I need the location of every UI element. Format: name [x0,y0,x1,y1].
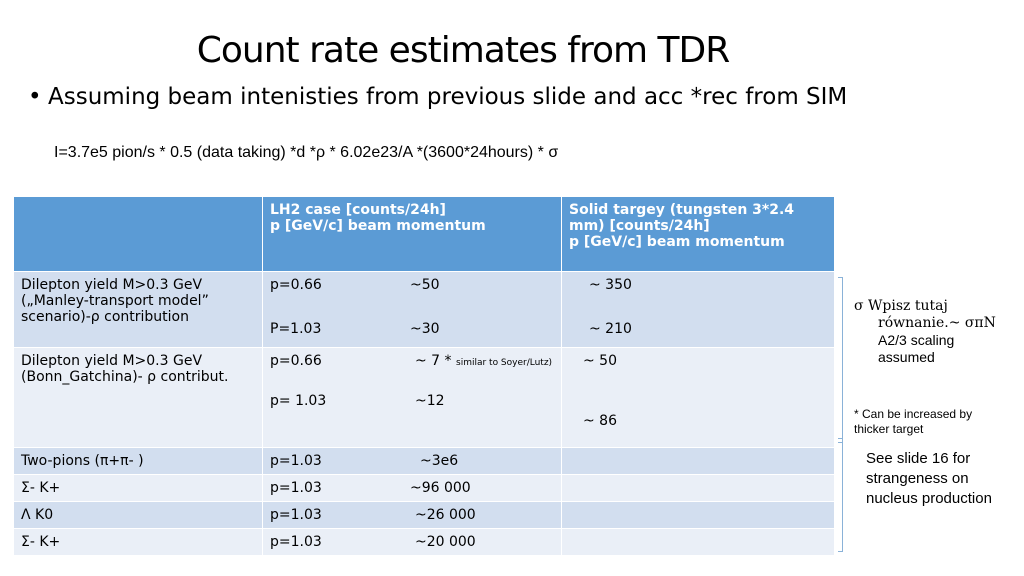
row-label: Dilepton yield M>0.3 GeV („Manley-transp… [13,271,263,348]
momentum: p=1.03 [270,453,322,469]
count: ~96 000 [410,480,471,496]
momentum: p= 1.03 [270,393,327,409]
solid-cell [561,501,835,529]
count: ~ 50 [583,353,617,369]
table-row: Two-pions (π+π- ) p=1.03 ~3e6 [13,447,835,475]
row-label: Two-pions (π+π- ) [13,447,263,475]
momentum: p=1.03 [270,534,322,550]
momentum: p=0.66 [270,353,322,369]
right-brace-bottom [838,438,843,552]
header-cell-empty [13,196,263,272]
count: ~26 000 [415,507,476,523]
solid-cell [561,474,835,502]
row-label: Σ- K+ [13,528,263,556]
footnote: similar to Soyer/Lutz) [456,358,553,368]
count: ~50 [410,277,440,293]
sigma-note: σ Wpisz tutaj równanie.~ σπN A2/3 scalin… [854,298,1024,366]
solid-cell [561,447,835,475]
momentum: p=0.66 [270,277,322,293]
slide-title: Count rate estimates from TDR [196,30,730,71]
momentum: P=1.03 [270,321,322,337]
momentum: p=1.03 [270,507,322,523]
row-label: Σ- K+ [13,474,263,502]
count: ~ 7 * [415,353,452,369]
sigma-note-line: równanie.~ σπN [878,315,996,331]
lh2-cell: p=1.03 ~26 000 [262,501,562,529]
bullet-point: • Assuming beam intenisties from previous… [28,84,847,110]
lh2-cell: p=1.03 ~20 000 [262,528,562,556]
bullet-dot: • [28,84,42,110]
solid-cell: ~ 50 ~ 86 [561,347,835,448]
header-lh2: LH2 case [counts/24h] p [GeV/c] beam mom… [262,196,562,272]
table-row: Σ- K+ p=1.03 ~96 000 [13,474,835,502]
sigma-note-line: assumed [878,349,935,365]
count: ~12 [415,393,445,409]
solid-cell: ~ 350 ~ 210 [561,271,835,348]
table-row: Dilepton yield M>0.3 GeV („Manley-transp… [13,271,835,348]
header-solid-target: Solid targey (tungsten 3*2.4 mm) [counts… [561,196,835,272]
count-rate-table: LH2 case [counts/24h] p [GeV/c] beam mom… [13,196,835,556]
count: ~20 000 [415,534,476,550]
lh2-cell: p=0.66 ~50 P=1.03 ~30 [262,271,562,348]
lh2-cell: p=1.03 ~3e6 [262,447,562,475]
sigma-note-line: A2/3 scaling [878,332,955,348]
rate-formula: I=3.7e5 pion/s * 0.5 (data taking) *d *ρ… [54,144,559,161]
row-label: Λ K0 [13,501,263,529]
count: ~3e6 [420,453,459,469]
table-row: Dilepton yield M>0.3 GeV (Bonn_Gatchina)… [13,347,835,448]
momentum: p=1.03 [270,480,322,496]
row-label: Dilepton yield M>0.3 GeV (Bonn_Gatchina)… [13,347,263,448]
count: ~ 210 [589,321,632,337]
table-header-row: LH2 case [counts/24h] p [GeV/c] beam mom… [13,196,835,272]
table-row: Σ- K+ p=1.03 ~20 000 [13,528,835,556]
right-brace-top [838,277,843,443]
solid-cell [561,528,835,556]
star-note: * Can be increased by thicker target [854,407,973,436]
lh2-cell: p=1.03 ~96 000 [262,474,562,502]
lh2-cell: p=0.66 ~ 7 * similar to Soyer/Lutz) p= 1.… [262,347,562,448]
sigma-note-line: σ Wpisz tutaj [854,298,948,314]
bullet-text: Assuming beam intenisties from previous … [48,84,848,110]
count: ~ 86 [583,413,617,429]
count: ~ 350 [589,277,632,293]
table-row: Λ K0 p=1.03 ~26 000 [13,501,835,529]
count: ~30 [410,321,440,337]
strangeness-note: See slide 16 for strangeness on nucleus … [866,450,992,507]
